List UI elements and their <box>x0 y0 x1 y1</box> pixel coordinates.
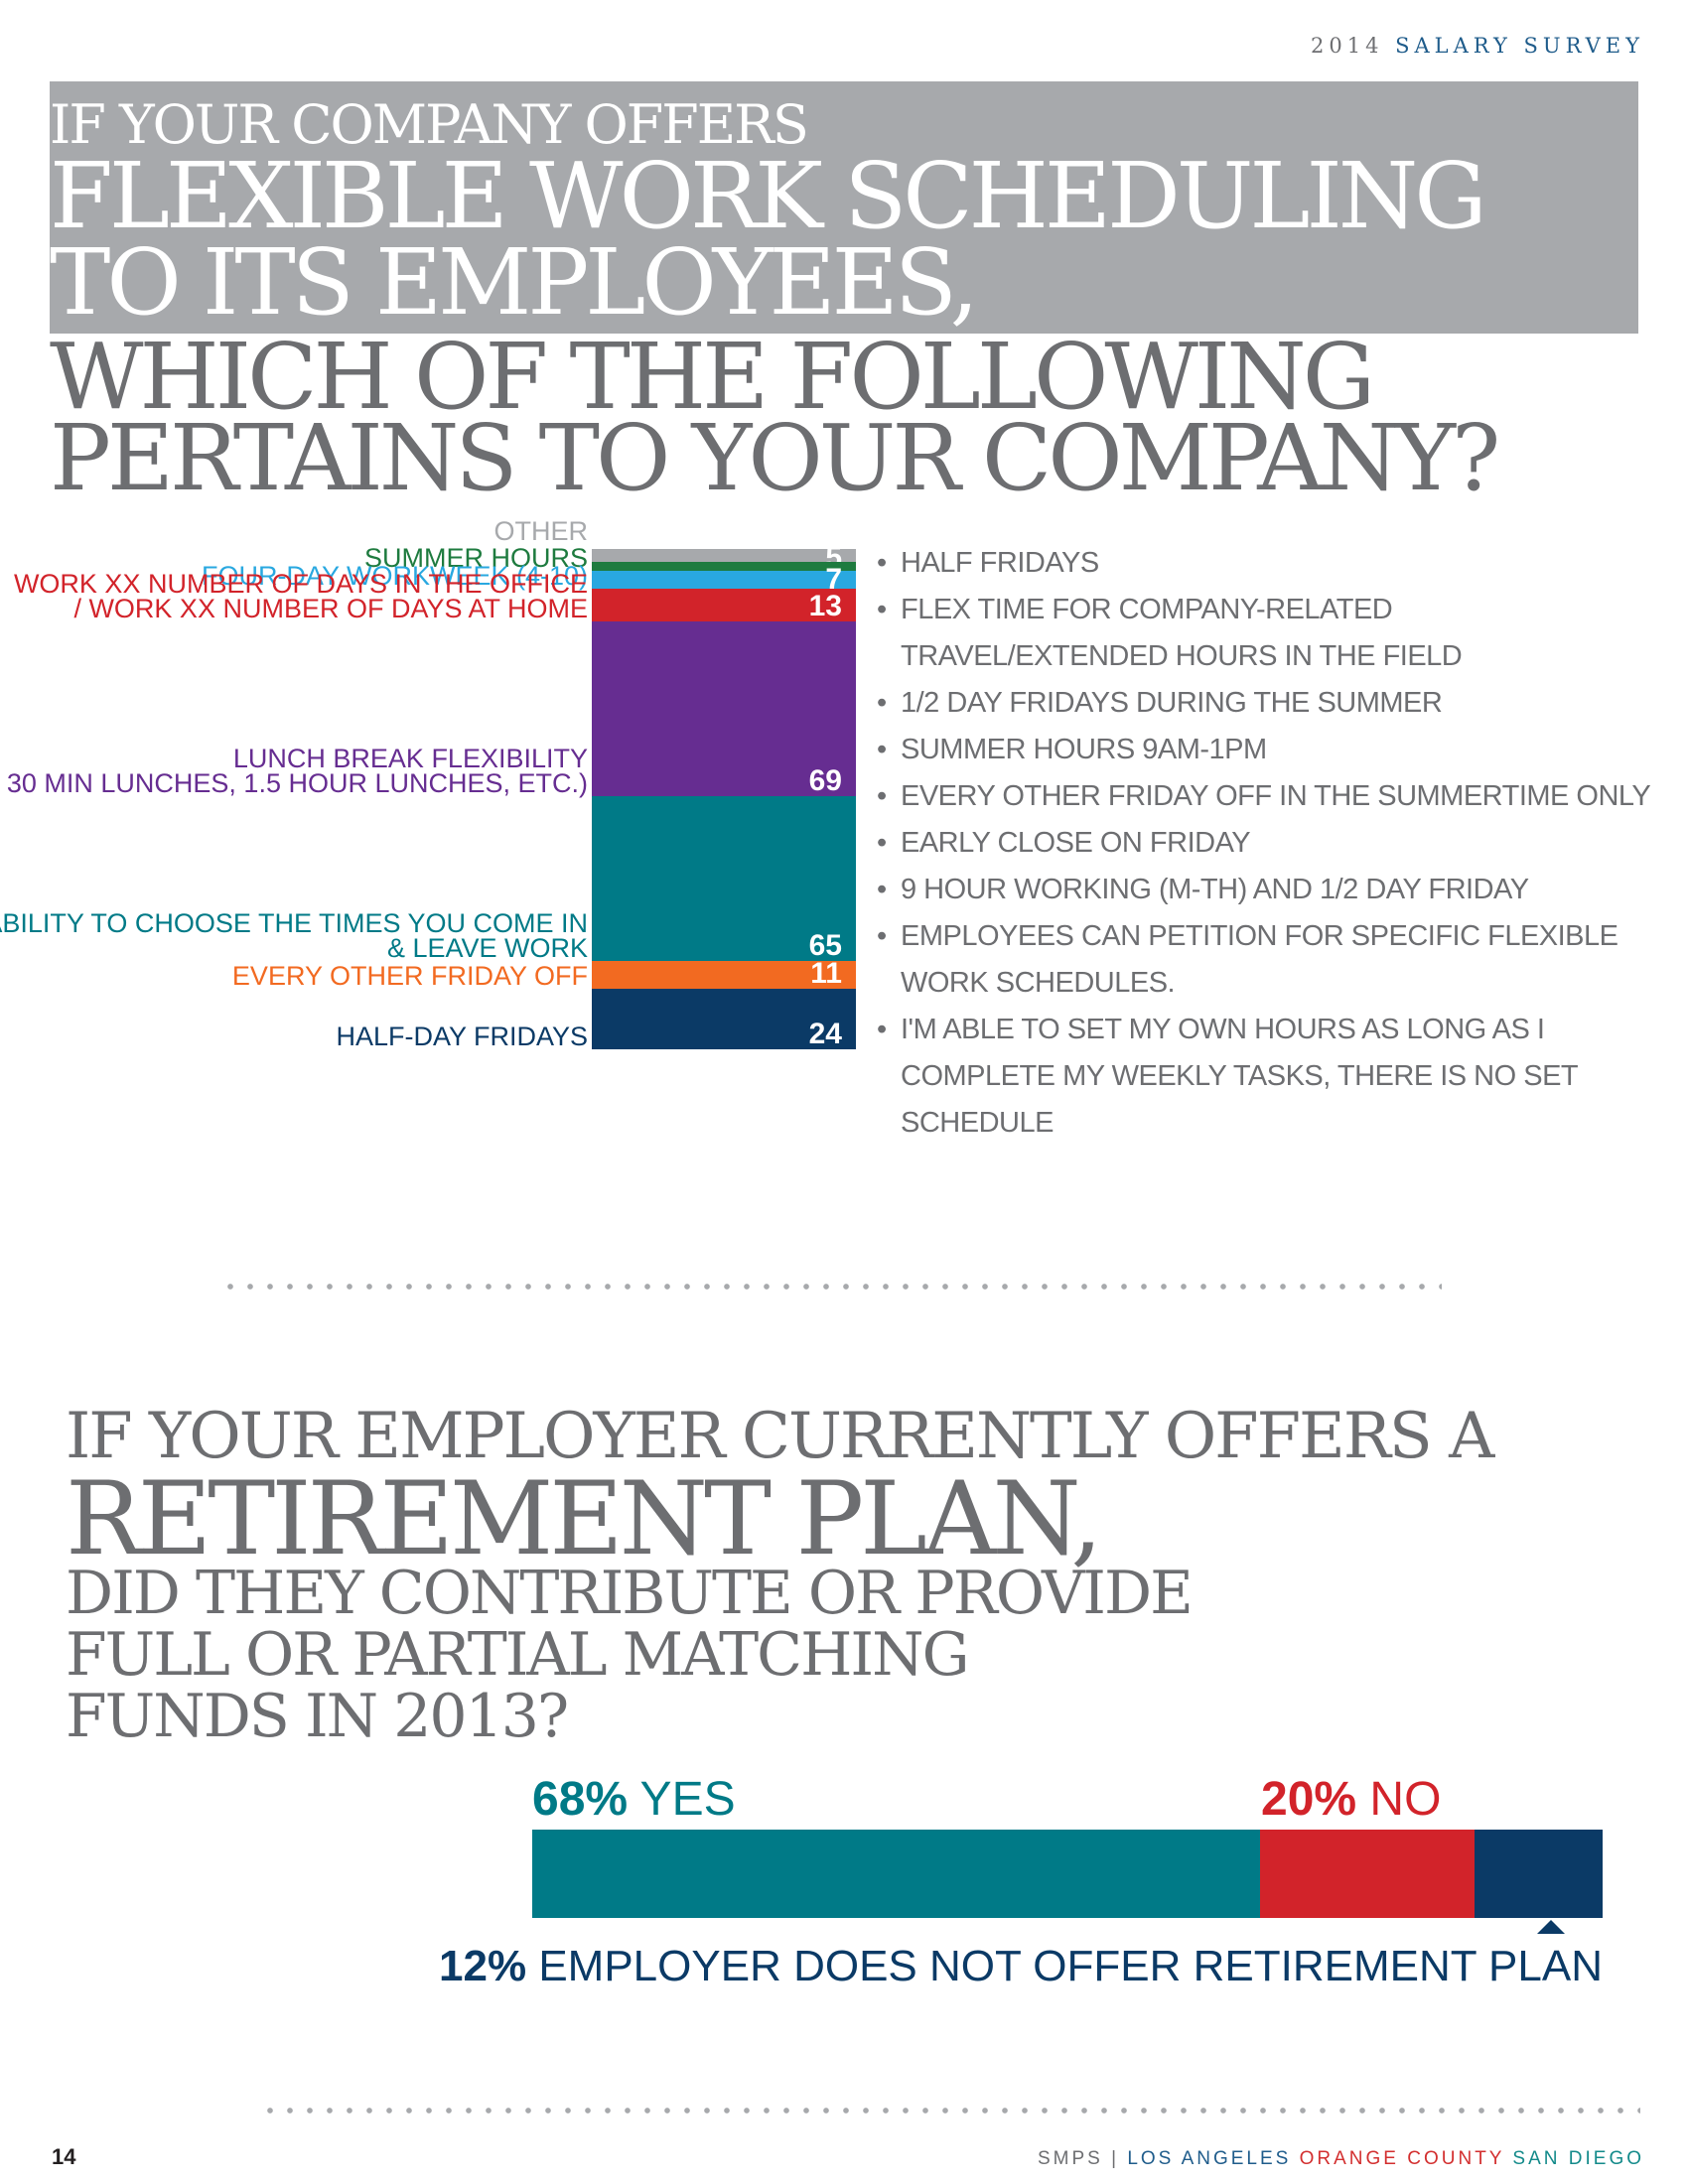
footer-separator: | <box>1111 2148 1120 2169</box>
yes-pct: 68% <box>532 1773 629 1826</box>
yes-label: 68% YES <box>532 1772 736 1827</box>
flex-segment-label: EVERY OTHER FRIDAY OFF <box>231 961 588 992</box>
no-text: NO <box>1369 1773 1442 1826</box>
caret-up-icon <box>1537 1920 1565 1934</box>
no-plan-text: EMPLOYER DOES NOT OFFER RETIREMENT PLAN <box>538 1942 1603 1990</box>
other-response-item: SUMMER HOURS 9AM-1PM <box>877 727 1651 773</box>
flex-segment-value: 11 <box>810 957 842 991</box>
flex-segment-label-line: FOUR-DAY WORKWEEK (4-10) <box>201 560 588 591</box>
footer-chapter-la: LOS ANGELES <box>1127 2148 1292 2169</box>
flex-segment-label-line: (IE, 30 MIN LUNCHES, 1.5 HOUR LUNCHES, E… <box>0 768 588 799</box>
flex-segment-value: 65 <box>808 928 842 962</box>
section-divider <box>220 1283 1442 1291</box>
page-number: 14 <box>52 2144 76 2169</box>
question1-line4: WHICH OF THE FOLLOWING <box>50 324 1375 430</box>
other-response-item: EARLY CLOSE ON FRIDAY <box>877 820 1651 867</box>
no-pct: 20% <box>1261 1773 1357 1826</box>
other-response-item: HALF FRIDAYS <box>877 540 1651 587</box>
flex-segment-label-line: LUNCH BREAK FLEXIBILITY <box>232 744 588 774</box>
flex-segment-label-line: EVERY OTHER FRIDAY OFF <box>231 961 588 992</box>
flex-segment-label: FOUR-DAY WORKWEEK (4-10) <box>201 560 588 591</box>
retirement-segment-2 <box>1474 1830 1603 1918</box>
flex-segment-value: 13 <box>808 589 842 622</box>
footer-divider <box>260 2107 1640 2115</box>
question1-line1: IF YOUR COMPANY OFFERS <box>50 93 809 156</box>
footer-org: SMPS <box>1037 2148 1103 2169</box>
flex-segment-label-line: SUMMER HOURS <box>363 542 588 573</box>
other-responses-list: HALF FRIDAYSFLEX TIME FOR COMPANY-RELATE… <box>877 540 1651 1147</box>
flex-segment-3: 13 <box>592 588 856 622</box>
flex-segment-label-line: OTHER <box>493 516 589 546</box>
question1-line5: PERTAINS TO YOUR COMPANY? <box>50 405 1500 511</box>
question2-line4: FULL OR PARTIAL MATCHING <box>66 1620 970 1690</box>
retirement-segment-1 <box>1260 1830 1475 1918</box>
other-response-item: I'M ABLE TO SET MY OWN HOURS AS LONG AS … <box>877 1007 1651 1147</box>
flex-segment-2: 7 <box>592 564 856 594</box>
no-label: 20% NO <box>1261 1772 1441 1827</box>
footer-chapter-sd: SAN DIEGO <box>1512 2148 1644 2169</box>
flex-segment-label-line: ABILITY TO CHOOSE THE TIMES YOU COME IN <box>0 907 588 938</box>
question1-line2: FLEXIBLE WORK SCHEDULING <box>50 143 1487 249</box>
other-response-item: EMPLOYEES CAN PETITION FOR SPECIFIC FLEX… <box>877 913 1651 1007</box>
flex-segment-label: ABILITY TO CHOOSE THE TIMES YOU COME IN &… <box>0 907 588 963</box>
retirement-segment-0 <box>532 1830 1261 1918</box>
flex-segment-label-line: HALF-DAY FRIDAYS <box>336 1022 588 1052</box>
flex-segment-6: 11 <box>592 957 856 991</box>
flex-segment-1 <box>592 561 856 571</box>
survey-header: 2014 SALARY SURVEY <box>1311 34 1644 58</box>
question2-line1: IF YOUR EMPLOYER CURRENTLY OFFERS A <box>66 1400 1494 1473</box>
flex-segment-value: 7 <box>825 562 842 596</box>
no-plan-pct: 12% <box>439 1942 527 1990</box>
flex-segment-label: HALF-DAY FRIDAYS <box>336 1022 588 1052</box>
flex-segment-4: 69 <box>592 620 856 797</box>
other-response-item: 9 HOUR WORKING (M-TH) AND 1/2 DAY FRIDAY <box>877 867 1651 913</box>
question2-line5: FUNDS IN 2013? <box>66 1682 569 1751</box>
footer-chapter-oc: ORANGE COUNTY <box>1299 2148 1505 2169</box>
no-plan-label: 12% EMPLOYER DOES NOT OFFER RETIREMENT P… <box>439 1942 1603 1991</box>
flex-segment-label: WORK XX NUMBER OF DAYS IN THE OFFICE / WO… <box>13 568 588 623</box>
flex-segment-label: LUNCH BREAK FLEXIBILITY (IE, 30 MIN LUNCH… <box>0 744 588 799</box>
flex-segment-5: 65 <box>592 796 856 961</box>
question2-line2: RETIREMENT PLAN, <box>66 1460 1103 1578</box>
yes-text: YES <box>639 1773 736 1826</box>
footer-chapters: SMPS | LOS ANGELES ORANGE COUNTY SAN DIE… <box>1038 2148 1644 2170</box>
question-title-band <box>50 81 1638 334</box>
flex-segment-7: 24 <box>592 989 856 1051</box>
survey-year: 2014 <box>1310 34 1384 58</box>
flex-segment-label: SUMMER HOURS <box>363 542 588 573</box>
question1-line3: TO ITS EMPLOYEES, <box>50 229 979 336</box>
question2-line3: DID THEY CONTRIBUTE OR PROVIDE <box>66 1559 1194 1628</box>
flex-segment-value: 69 <box>808 764 842 797</box>
survey-title: SALARY SURVEY <box>1395 34 1644 58</box>
other-response-item: FLEX TIME FOR COMPANY-RELATED TRAVEL/EXT… <box>877 587 1651 680</box>
flex-segment-label-line: / WORK XX NUMBER OF DAYS AT HOME <box>73 593 588 623</box>
other-response-item: EVERY OTHER FRIDAY OFF IN THE SUMMERTIME… <box>877 773 1651 820</box>
flex-segment-label-line: & LEAVE WORK <box>386 932 588 963</box>
flex-segment-0: 5 <box>592 543 856 573</box>
retirement-stacked-bar <box>532 1830 1603 1918</box>
flex-segment-value: 24 <box>808 1018 842 1051</box>
flex-segment-label-line: WORK XX NUMBER OF DAYS IN THE OFFICE <box>13 568 588 599</box>
flex-stacked-bar: 5 7 13 69 65 11 24 <box>592 543 856 1071</box>
flex-segment-label: OTHER <box>493 516 589 546</box>
other-response-item: 1/2 DAY FRIDAYS DURING THE SUMMER <box>877 680 1651 727</box>
